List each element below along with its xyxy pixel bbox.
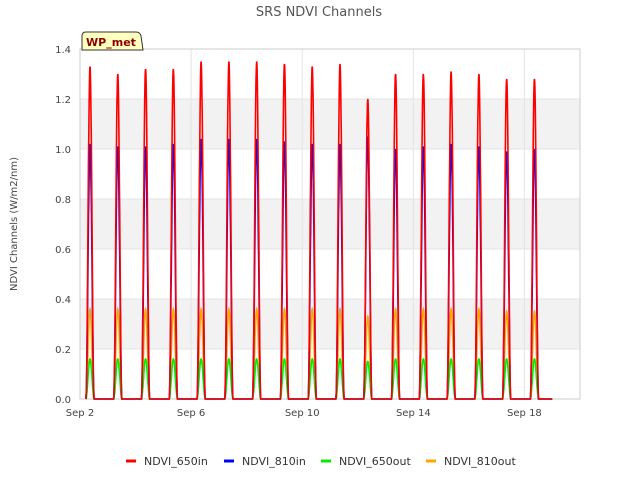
y-tick-label: 0.0 xyxy=(55,395,71,406)
legend: NDVI_650in NDVI_810in NDVI_650out NDVI_810o… xyxy=(126,455,516,468)
x-tick-label: Sep 14 xyxy=(396,408,431,419)
grid-band xyxy=(80,199,580,249)
legend-label: NDVI_810in xyxy=(242,455,306,468)
x-axis-ticks: Sep 2 Sep 6 Sep 10 Sep 14 Sep 18 xyxy=(66,408,542,419)
legend-label: NDVI_650out xyxy=(339,455,411,468)
wp-met-badge: WP_met xyxy=(81,31,144,51)
y-tick-label: 1.0 xyxy=(55,145,71,156)
y-tick-label: 0.6 xyxy=(55,245,71,256)
grid-band xyxy=(80,299,580,349)
y-tick-label: 1.2 xyxy=(55,95,71,106)
y-axis-ticks: 0.0 0.2 0.4 0.6 0.8 1.0 1.2 1.4 xyxy=(55,45,71,406)
series-layer xyxy=(85,61,553,400)
grid-bands xyxy=(80,99,580,349)
badge-label: WP_met xyxy=(86,36,136,49)
x-tick-label: Sep 2 xyxy=(66,408,94,419)
chart-title: SRS NDVI Channels xyxy=(256,5,382,20)
y-tick-label: 1.4 xyxy=(55,45,71,56)
legend-label: NDVI_810out xyxy=(444,455,516,468)
x-tick-label: Sep 6 xyxy=(177,408,205,419)
badge-box xyxy=(81,31,144,51)
y-tick-label: 0.8 xyxy=(55,195,71,206)
y-axis-label: NDVI Channels (W/m2/nm) xyxy=(9,157,20,291)
x-tick-label: Sep 18 xyxy=(507,408,542,419)
grid-band xyxy=(80,99,580,149)
y-tick-label: 0.4 xyxy=(55,295,71,306)
series-line-ndvi_650in xyxy=(85,61,553,400)
legend-label: NDVI_650in xyxy=(144,455,208,468)
y-tick-label: 0.2 xyxy=(55,345,71,356)
x-tick-label: Sep 10 xyxy=(285,408,320,419)
